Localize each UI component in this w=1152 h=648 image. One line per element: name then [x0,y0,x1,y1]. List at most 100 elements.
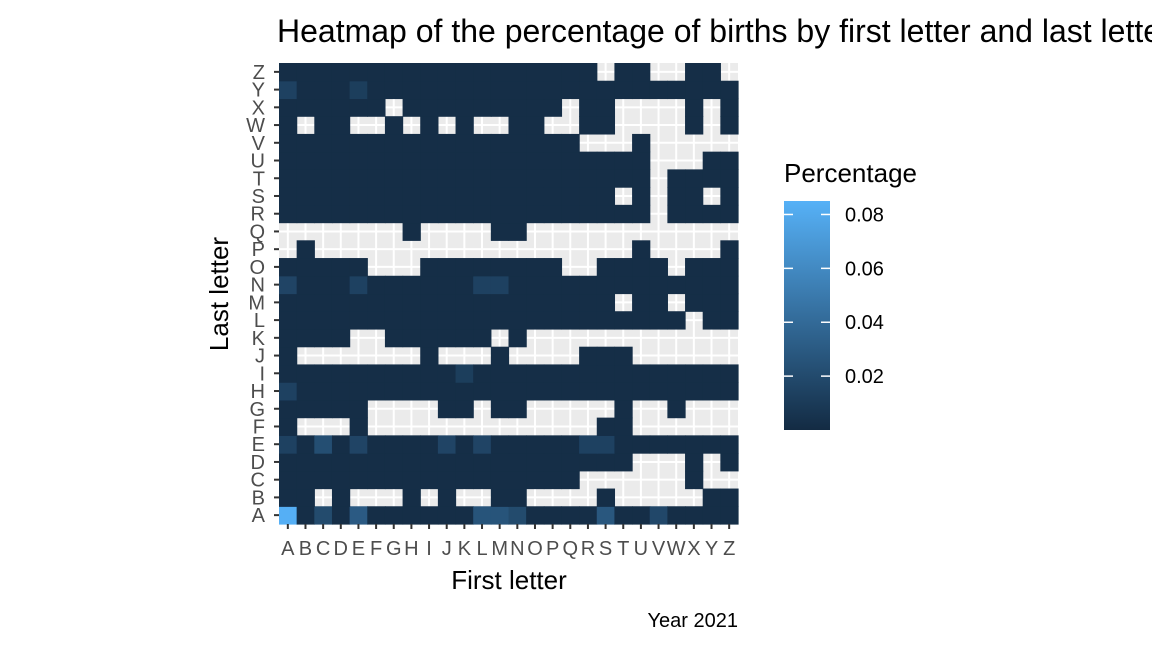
heatmap-tile [455,258,474,277]
y-tick-label: C [251,470,265,492]
heatmap-tile [685,98,704,117]
x-tick-label: E [352,538,365,560]
heatmap-tile [632,187,651,206]
heatmap-tile [296,80,315,100]
heatmap-tile [367,275,386,295]
heatmap-tile [420,506,439,525]
heatmap-tile [490,506,510,525]
heatmap-tile [455,169,474,188]
heatmap-tile [402,328,421,348]
heatmap-tile [614,169,633,188]
heatmap-tile [402,435,421,454]
heatmap-tile [561,382,580,401]
heatmap-tile [579,311,598,330]
heatmap-tile [596,382,616,401]
heatmap-tile [402,80,421,100]
heatmap-tile [296,187,315,206]
heatmap-tile [420,435,439,454]
heatmap-tile [314,506,333,525]
heatmap-tile [702,293,721,312]
heatmap-tile [473,80,492,100]
heatmap-tile [579,346,598,366]
y-tick-label: R [251,204,265,226]
heatmap-tile [279,63,298,82]
heatmap-tile [596,116,616,135]
heatmap-tile [402,63,421,82]
heatmap-tile [526,187,545,206]
heatmap-tile [279,346,298,366]
chart-title: Heatmap of the percentage of births by f… [277,13,1152,49]
y-tick-label: V [252,133,266,155]
heatmap-tile [526,506,545,525]
heatmap-tile [720,240,739,259]
heatmap-tile [437,169,457,188]
heatmap-tile [596,151,616,170]
heatmap-tile [384,275,404,295]
heatmap-tile [367,151,386,170]
heatmap-tile [526,98,545,117]
heatmap-tile [614,506,633,525]
heatmap-tile [296,275,315,295]
heatmap-tile [649,364,668,383]
heatmap-tile [420,275,439,295]
heatmap-tile [349,470,368,490]
heatmap-tile [702,151,721,170]
heatmap-tile [384,470,404,490]
heatmap-tile [331,258,351,277]
heatmap-tile [508,275,527,295]
heatmap-tile [596,311,616,330]
y-tick-label: P [252,239,265,261]
heatmap-tile [685,435,704,454]
y-tick-label: E [252,434,265,456]
x-tick-label: B [299,538,312,560]
heatmap-tile [561,133,580,153]
heatmap-tile [384,328,404,348]
heatmap-tile [455,98,474,117]
heatmap-tile [296,435,315,454]
heatmap-tile [279,470,298,490]
heatmap-tile [314,151,333,170]
x-axis-title: First letter [451,565,567,595]
heatmap-tile [349,169,368,188]
heatmap-tile [508,204,527,224]
heatmap-tile [473,187,492,206]
heatmap-tile [279,506,298,525]
y-tick-label: N [251,275,265,297]
heatmap-tile [490,222,510,241]
heatmap-tile [720,187,739,206]
heatmap-tile [420,169,439,188]
heatmap-tile [331,488,351,507]
heatmap-tile [667,204,686,224]
heatmap-tile [402,488,421,507]
heatmap-tile [614,453,633,472]
heatmap-tile [490,258,510,277]
heatmap-tile [543,435,563,454]
heatmap-tile [490,470,510,490]
heatmap-tiles [279,63,739,525]
y-tick-label: T [253,168,265,190]
heatmap-tile [279,435,298,454]
heatmap-tile [420,258,439,277]
heatmap-tile [331,187,351,206]
heatmap-tile [596,80,616,100]
x-tick-label: R [581,538,595,560]
heatmap-tile [490,453,510,472]
heatmap-tile [720,364,739,383]
heatmap-tile [632,204,651,224]
heatmap-tile [490,169,510,188]
heatmap-tile [561,435,580,454]
y-tick-label: B [252,487,265,509]
heatmap-tile [649,506,668,525]
heatmap-tile [367,293,386,312]
heatmap-tile [314,293,333,312]
heatmap-tile [490,275,510,295]
heatmap-tile [526,364,545,383]
heatmap-tile [685,364,704,383]
heatmap-tile [473,364,492,383]
x-tick-label: N [510,538,524,560]
heatmap-tile [349,187,368,206]
heatmap-tile [543,258,563,277]
heatmap-tile [543,382,563,401]
heatmap-tile [561,80,580,100]
